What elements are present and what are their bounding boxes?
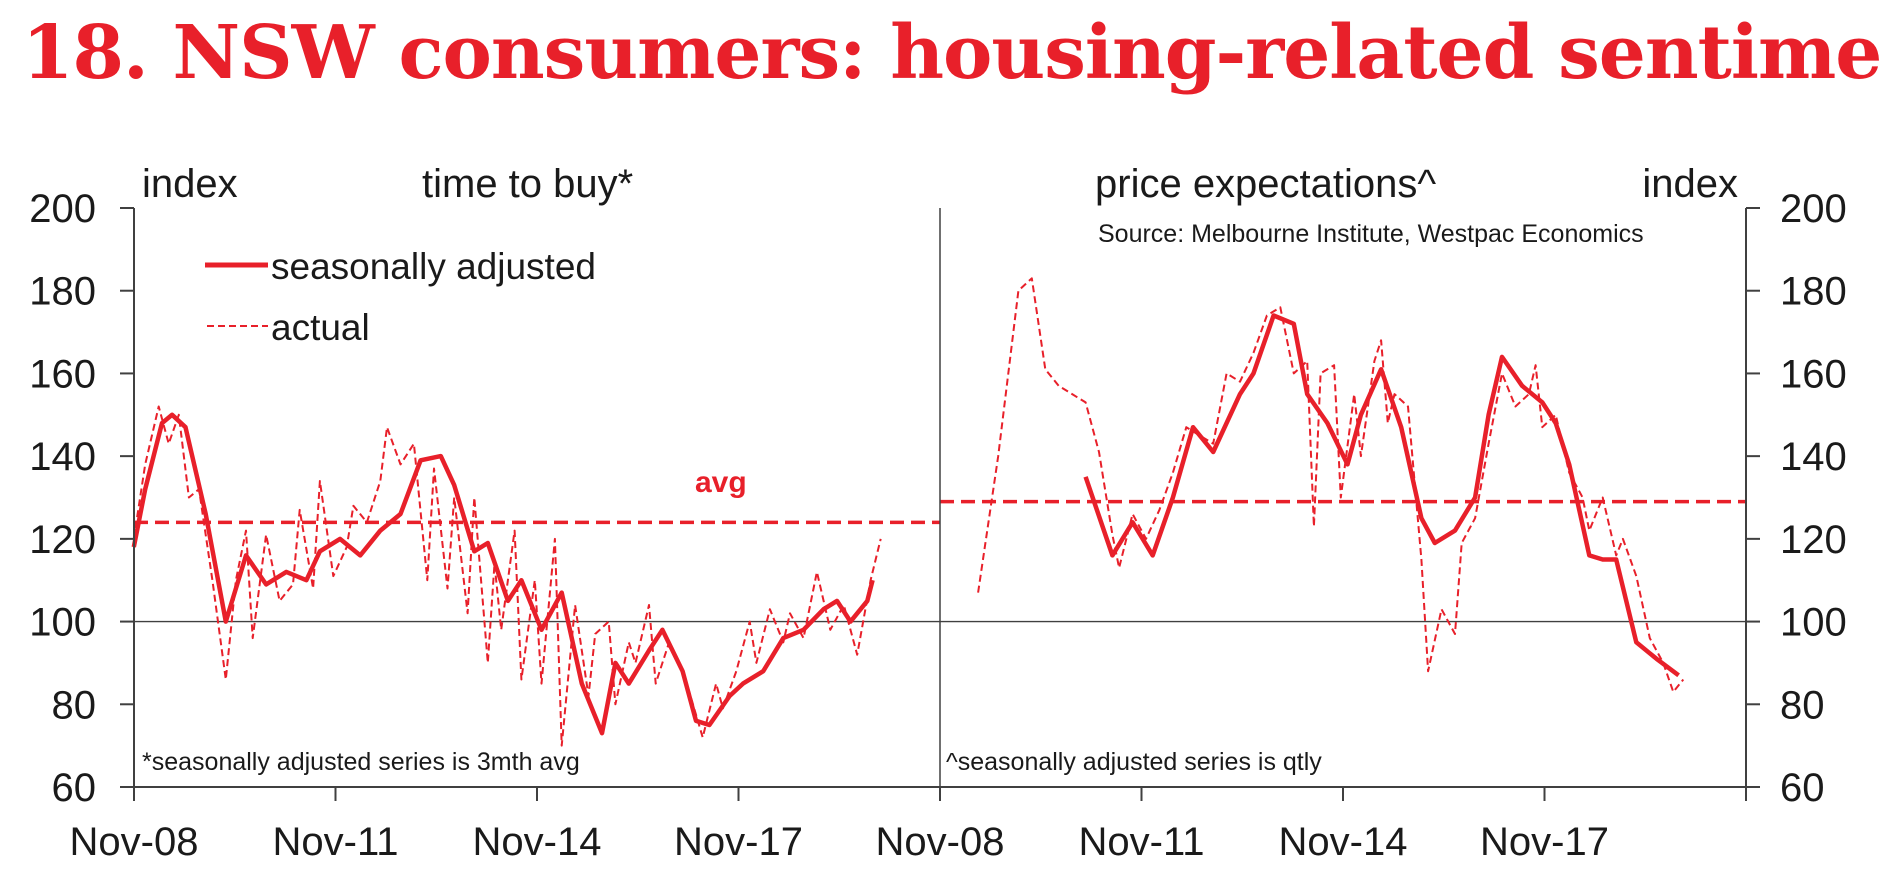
footnote-right: ^seasonally adjusted series is qtly [946, 748, 1322, 776]
y-tick-label-left: 80 [52, 683, 97, 727]
x-tick-label: Nov-11 [273, 820, 399, 864]
series-line-seasonally-adjusted-panel1 [131, 412, 875, 736]
x-tick-label: Nov-08 [876, 820, 1005, 864]
y-tick-label-left: 100 [29, 601, 96, 645]
source-note: Source: Melbourne Institute, Westpac Eco… [1098, 220, 1644, 248]
chart-title: 18. NSW consumers: housing-related senti… [22, 10, 1883, 96]
legend-label-seasonally-adjusted: seasonally adjusted [271, 246, 596, 287]
series-line-actual-panel1 [132, 405, 882, 747]
x-tick-label: Nov-08 [70, 820, 199, 864]
x-tick-label: Nov-17 [674, 820, 803, 864]
y-tick-label-right: 80 [1780, 683, 1825, 727]
y-tick-label-right: 180 [1780, 270, 1847, 314]
y-axis-label-right: index [1642, 162, 1738, 206]
y-tick-label-right: 140 [1780, 435, 1847, 479]
series-line-actual-panel2 [977, 277, 1685, 693]
y-tick-label-right: 120 [1780, 518, 1847, 562]
avg-label: avg [695, 466, 747, 499]
x-tick-label: Nov-14 [1279, 820, 1408, 864]
y-tick-label-right: 200 [1780, 187, 1847, 231]
y-tick-label-right: 60 [1780, 766, 1825, 810]
y-axis-label-left: index [142, 162, 238, 206]
x-tick-label: Nov-14 [473, 820, 602, 864]
y-tick-label-right: 100 [1780, 601, 1847, 645]
y-tick-label-left: 180 [29, 270, 96, 314]
y-tick-label-left: 60 [52, 766, 97, 810]
y-tick-label-right: 160 [1780, 352, 1847, 396]
y-tick-label-left: 160 [29, 352, 96, 396]
panel-title-right: price expectations^ [1095, 162, 1436, 206]
footnote-left: *seasonally adjusted series is 3mth avg [142, 748, 580, 776]
x-tick-label: Nov-17 [1480, 820, 1609, 864]
y-tick-label-left: 140 [29, 435, 96, 479]
panel-title-left: time to buy* [422, 162, 633, 206]
y-tick-label-left: 120 [29, 518, 96, 562]
x-tick-label: Nov-11 [1079, 820, 1205, 864]
series-line-seasonally-adjusted-panel2 [1083, 313, 1680, 678]
y-tick-label-left: 200 [29, 187, 96, 231]
legend-label-actual: actual [271, 307, 370, 348]
